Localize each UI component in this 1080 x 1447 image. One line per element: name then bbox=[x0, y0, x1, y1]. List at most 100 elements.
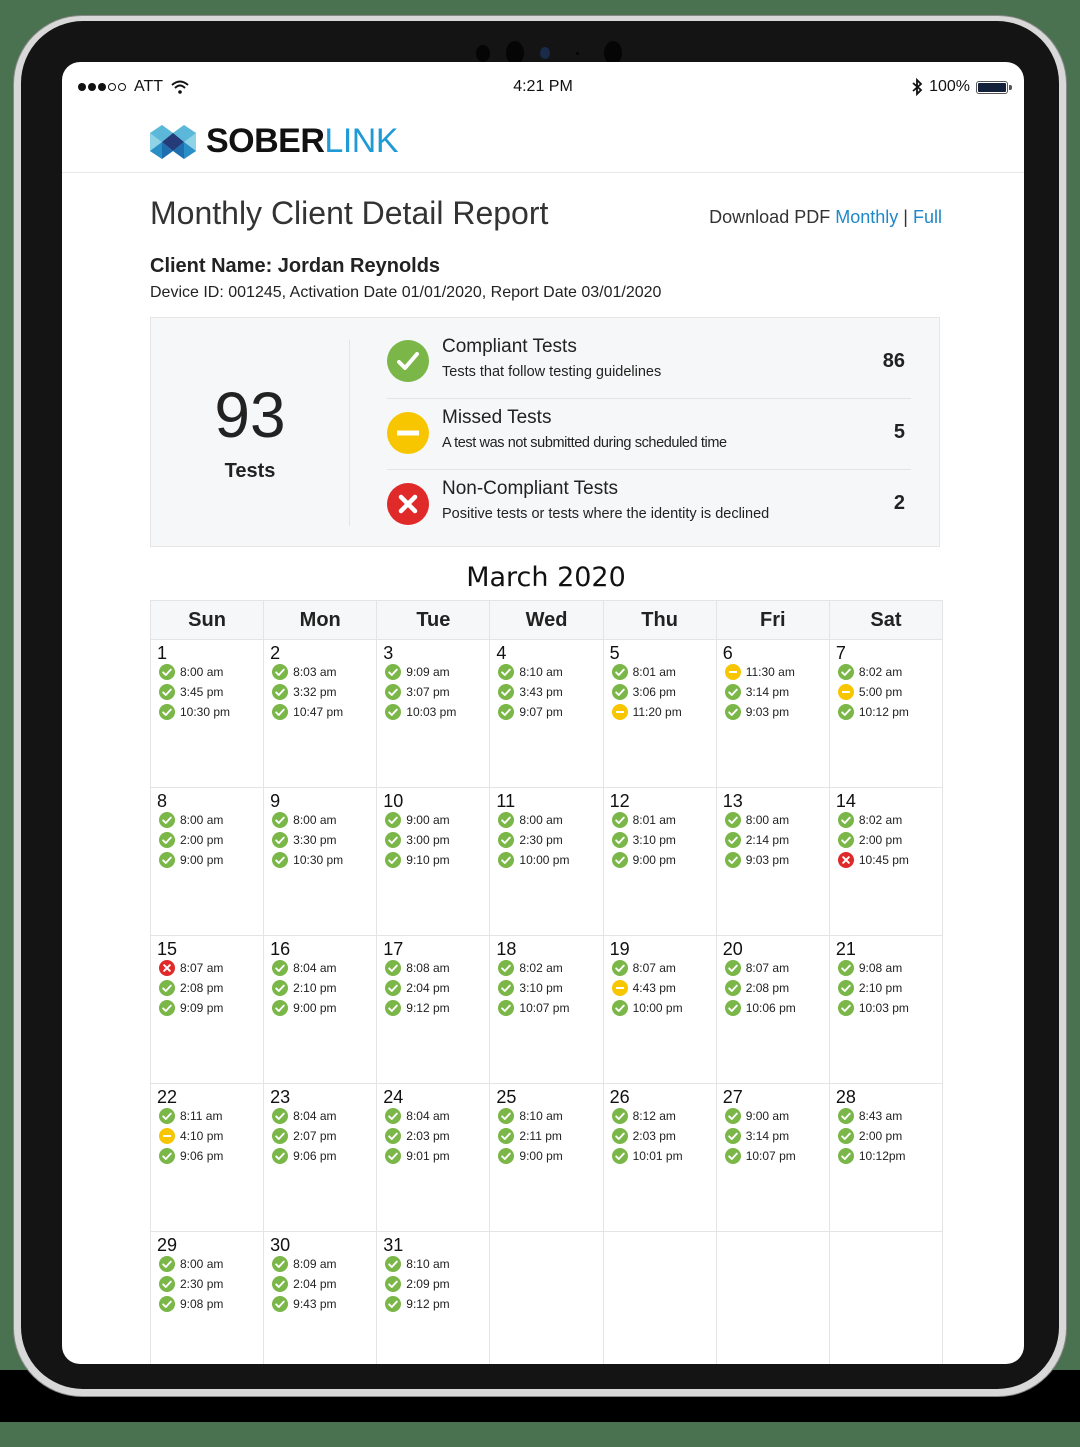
calendar-day-cell[interactable]: 19 8:07 am 4:43 pm 10:00 pm bbox=[602, 935, 717, 1084]
check-circle-icon bbox=[159, 1108, 175, 1124]
day-number: 2 bbox=[270, 643, 281, 663]
test-entry: 10:07 pm bbox=[724, 1146, 823, 1166]
calendar-day-cell[interactable]: 25 8:10 am 2:11 pm 9:00 pm bbox=[489, 1083, 604, 1232]
test-entry: 10:30 pm bbox=[272, 850, 370, 870]
calendar-day-cell[interactable]: 13 8:00 am 2:14 pm 9:03 pm bbox=[715, 787, 830, 936]
test-time: 10:12pm bbox=[858, 1149, 906, 1163]
calendar-day-cell[interactable]: 22 8:11 am 4:10 pm 9:06 pm bbox=[149, 1083, 265, 1232]
test-time: 2:11 pm bbox=[519, 1129, 562, 1143]
calendar-week-row: 22 8:11 am 4:10 pm 9:06 pm 23 8:04 am 2:07 pm 9… bbox=[149, 1083, 944, 1232]
download-full-link[interactable]: Full bbox=[912, 207, 942, 227]
check-circle-icon bbox=[498, 1108, 515, 1124]
test-time: 2:04 pm bbox=[293, 1277, 337, 1291]
test-entry: 10:30 pm bbox=[159, 702, 257, 722]
test-time: 8:07 am bbox=[745, 961, 790, 975]
test-entry: 9:03 pm bbox=[724, 850, 823, 870]
calendar-day-cell[interactable]: 30 8:09 am 2:04 pm 9:43 pm bbox=[263, 1231, 378, 1364]
calendar-day-cell[interactable]: 24 8:04 am 2:03 pm 9:01 pm bbox=[376, 1083, 491, 1232]
test-entry: 10:00 pm bbox=[498, 850, 596, 870]
test-entry: 2:08 pm bbox=[724, 978, 823, 998]
test-time: 9:43 pm bbox=[293, 1297, 337, 1311]
day-number: 21 bbox=[835, 939, 856, 959]
calendar-day-cell[interactable]: 15 8:07 am 2:08 pm 9:09 pm bbox=[149, 935, 265, 1084]
test-entry: 11:20 pm bbox=[611, 702, 710, 722]
calendar-day-cell[interactable]: 3 9:09 am 3:07 pm 10:03 pm bbox=[376, 639, 491, 788]
calendar-day-cell[interactable]: 17 8:08 am 2:04 pm 9:12 pm bbox=[376, 935, 491, 1084]
day-number: 31 bbox=[383, 1235, 404, 1255]
check-circle-icon bbox=[611, 852, 628, 868]
check-circle-icon bbox=[159, 1000, 175, 1016]
check-circle-icon bbox=[498, 812, 515, 828]
calendar-day-cell[interactable]: 20 8:07 am 2:08 pm 10:06 pm bbox=[715, 935, 830, 1084]
calendar-day-cell[interactable]: 29 8:00 am 2:30 pm 9:08 pm bbox=[149, 1231, 265, 1364]
calendar-day-cell[interactable]: 2 8:03 am 3:32 pm 10:47 pm bbox=[263, 639, 378, 788]
calendar-day-cell[interactable]: 11 8:00 am 2:30 pm 10:00 pm bbox=[489, 787, 604, 936]
test-time: 8:07 am bbox=[632, 961, 676, 975]
calendar-day-cell[interactable]: 28 8:43 am 2:00 pm 10:12pm bbox=[828, 1083, 944, 1232]
calendar-day-cell[interactable]: 12 8:01 am 3:10 pm 9:00 pm bbox=[602, 787, 717, 936]
test-entry: 10:12 pm bbox=[837, 702, 936, 722]
calendar-day-cell[interactable]: 4 8:10 am 3:43 pm 9:07 pm bbox=[489, 639, 604, 788]
test-entry: 9:06 pm bbox=[159, 1146, 257, 1166]
calendar-day-cell[interactable]: 9 8:00 am 3:30 pm 10:30 pm bbox=[263, 787, 378, 936]
check-circle-icon bbox=[724, 1148, 741, 1164]
calendar-day-cell[interactable]: 10 9:00 am 3:00 pm 9:10 pm bbox=[376, 787, 491, 936]
logo-text-bold: SOBER bbox=[206, 122, 325, 160]
test-entry: 4:43 pm bbox=[611, 978, 710, 998]
test-time: 9:09 pm bbox=[180, 1001, 224, 1015]
day-number: 1 bbox=[157, 643, 168, 663]
logo-text-light: LINK bbox=[324, 122, 399, 160]
calendar-day-cell[interactable]: 6 11:30 am 3:14 pm 9:03 pm bbox=[715, 639, 830, 788]
check-circle-icon bbox=[611, 960, 628, 976]
test-time: 8:09 am bbox=[293, 1257, 337, 1271]
calendar-day-cell[interactable]: 23 8:04 am 2:07 pm 9:06 pm bbox=[263, 1083, 378, 1232]
calendar-day-cell[interactable]: 5 8:01 am 3:06 pm 11:20 pm bbox=[602, 639, 717, 788]
check-circle-icon bbox=[159, 1148, 175, 1164]
calendar-day-cell[interactable]: 1 8:00 am 3:45 pm 10:30 pm bbox=[149, 639, 265, 788]
test-time: 3:00 pm bbox=[406, 833, 450, 847]
test-time: 8:00 am bbox=[180, 813, 224, 827]
calendar-day-cell[interactable]: 31 8:10 am 2:09 pm 9:12 pm bbox=[376, 1231, 491, 1364]
test-entry: 8:08 am bbox=[385, 958, 483, 978]
test-time: 8:00 am bbox=[180, 1257, 224, 1271]
calendar-day-cell[interactable]: 27 9:00 am 3:14 pm 10:07 pm bbox=[715, 1083, 830, 1232]
check-circle-icon bbox=[837, 1108, 854, 1124]
status-bar: ATT 4:21 PM 100% bbox=[62, 62, 1024, 112]
day-number: 6 bbox=[722, 643, 733, 663]
test-time: 8:02 am bbox=[519, 961, 563, 975]
test-entry: 3:10 pm bbox=[498, 978, 596, 998]
calendar-day-cell[interactable]: 18 8:02 am 3:10 pm 10:07 pm bbox=[489, 935, 604, 1084]
test-time: 2:14 pm bbox=[745, 833, 790, 847]
test-time: 11:30 am bbox=[745, 665, 795, 679]
check-circle-icon bbox=[837, 812, 854, 828]
test-time: 4:43 pm bbox=[632, 981, 676, 995]
test-entry: 2:00 pm bbox=[837, 830, 936, 850]
calendar-day-cell[interactable]: 26 8:12 am 2:03 pm 10:01 pm bbox=[602, 1083, 717, 1232]
check-circle-icon bbox=[498, 960, 515, 976]
camera-icon bbox=[540, 47, 550, 59]
soberlink-logo[interactable]: SOBERLINK bbox=[150, 122, 399, 161]
calendar-day-cell[interactable]: 14 8:02 am 2:00 pm 10:45 pm bbox=[828, 787, 944, 936]
check-circle-icon bbox=[385, 1256, 402, 1272]
calendar-day-cell[interactable]: 8 8:00 am 2:00 pm 9:00 pm bbox=[149, 787, 265, 936]
check-circle-icon bbox=[272, 1276, 289, 1292]
check-circle-icon bbox=[385, 832, 402, 848]
calendar-day-cell[interactable]: 16 8:04 am 2:10 pm 9:00 pm bbox=[263, 935, 378, 1084]
test-time: 9:01 pm bbox=[406, 1149, 450, 1163]
check-circle-icon bbox=[272, 684, 289, 700]
day-number: 22 bbox=[157, 1087, 178, 1107]
day-number: 16 bbox=[270, 939, 291, 959]
signal-strength-icon bbox=[78, 83, 126, 91]
calendar-week-row: 8 8:00 am 2:00 pm 9:00 pm 9 8:00 am 3:30 pm 10:… bbox=[149, 787, 944, 936]
stat-description: A test was not submitted during schedule… bbox=[442, 435, 727, 451]
total-tests-count: 93 bbox=[214, 379, 286, 451]
check-circle-icon bbox=[837, 832, 854, 848]
calendar-day-cell[interactable]: 21 9:08 am 2:10 pm 10:03 pm bbox=[828, 935, 944, 1084]
calendar-day-cell[interactable]: 7 8:02 am 5:00 pm 10:12 pm bbox=[828, 639, 944, 788]
check-circle-icon bbox=[385, 1108, 402, 1124]
test-entry: 9:00 pm bbox=[272, 998, 370, 1018]
check-circle-icon bbox=[385, 1000, 402, 1016]
download-monthly-link[interactable]: Monthly bbox=[835, 207, 899, 227]
day-number: 3 bbox=[383, 643, 394, 663]
test-time: 8:11 am bbox=[180, 1109, 223, 1123]
